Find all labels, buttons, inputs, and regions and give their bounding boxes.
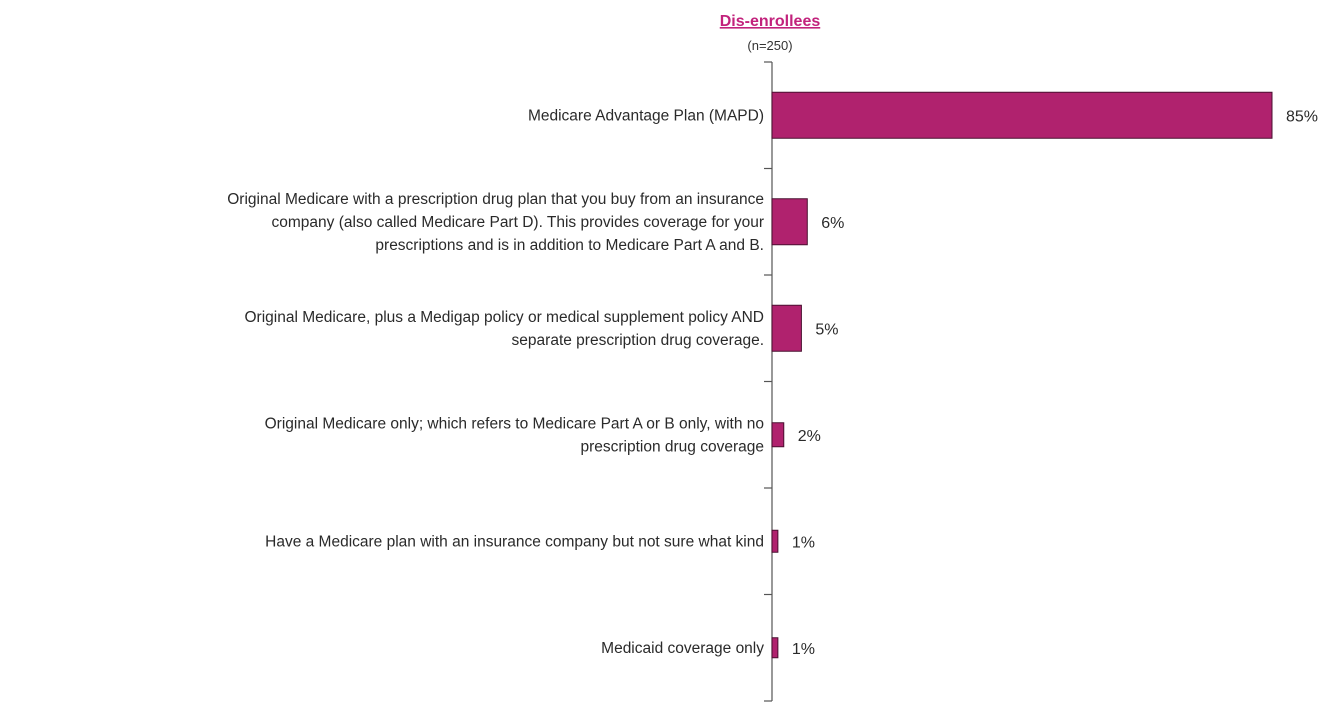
- data-label: 5%: [815, 321, 838, 338]
- category-label: Medicaid coverage only: [601, 640, 764, 657]
- bars-group: [771, 91, 1273, 659]
- category-label: Original Medicare, plus a Medigap policy…: [245, 309, 765, 349]
- chart-subtitle: (n=250): [747, 38, 792, 53]
- category-label-line: Have a Medicare plan with an insurance c…: [265, 533, 764, 550]
- category-label: Original Medicare with a prescription dr…: [227, 191, 764, 254]
- bar: [771, 422, 785, 448]
- category-label: Original Medicare only; which refers to …: [265, 415, 764, 455]
- category-label-line: Original Medicare only; which refers to …: [265, 415, 764, 432]
- data-labels-group: 85% 6% 5% 2% 1% 1%: [792, 108, 1318, 658]
- data-label: 6%: [821, 215, 844, 232]
- bar: [771, 529, 779, 553]
- category-label-line: Original Medicare, plus a Medigap policy…: [245, 309, 765, 326]
- bar: [771, 198, 808, 246]
- category-label: Medicare Advantage Plan (MAPD): [528, 107, 764, 124]
- category-label-line: separate prescription drug coverage.: [512, 332, 764, 349]
- bar: [771, 637, 779, 659]
- chart-title: Dis-enrollees: [720, 13, 821, 30]
- data-label: 1%: [792, 641, 815, 658]
- bar: [771, 91, 1273, 139]
- category-axis: [764, 61, 773, 702]
- category-label-line: prescription drug coverage: [580, 438, 764, 455]
- data-label: 85%: [1286, 108, 1318, 125]
- data-label: 1%: [792, 534, 815, 551]
- category-label-line: prescriptions and is in addition to Medi…: [375, 237, 764, 254]
- category-label-line: Medicare Advantage Plan (MAPD): [528, 107, 764, 124]
- category-label-line: Original Medicare with a prescription dr…: [227, 191, 764, 208]
- category-label-line: Medicaid coverage only: [601, 640, 764, 657]
- data-label: 2%: [798, 428, 821, 445]
- category-labels-group: Medicare Advantage Plan (MAPD) Original M…: [227, 107, 764, 657]
- category-label: Have a Medicare plan with an insurance c…: [265, 533, 764, 550]
- category-label-line: company (also called Medicare Part D). T…: [272, 214, 764, 231]
- bar: [771, 304, 802, 352]
